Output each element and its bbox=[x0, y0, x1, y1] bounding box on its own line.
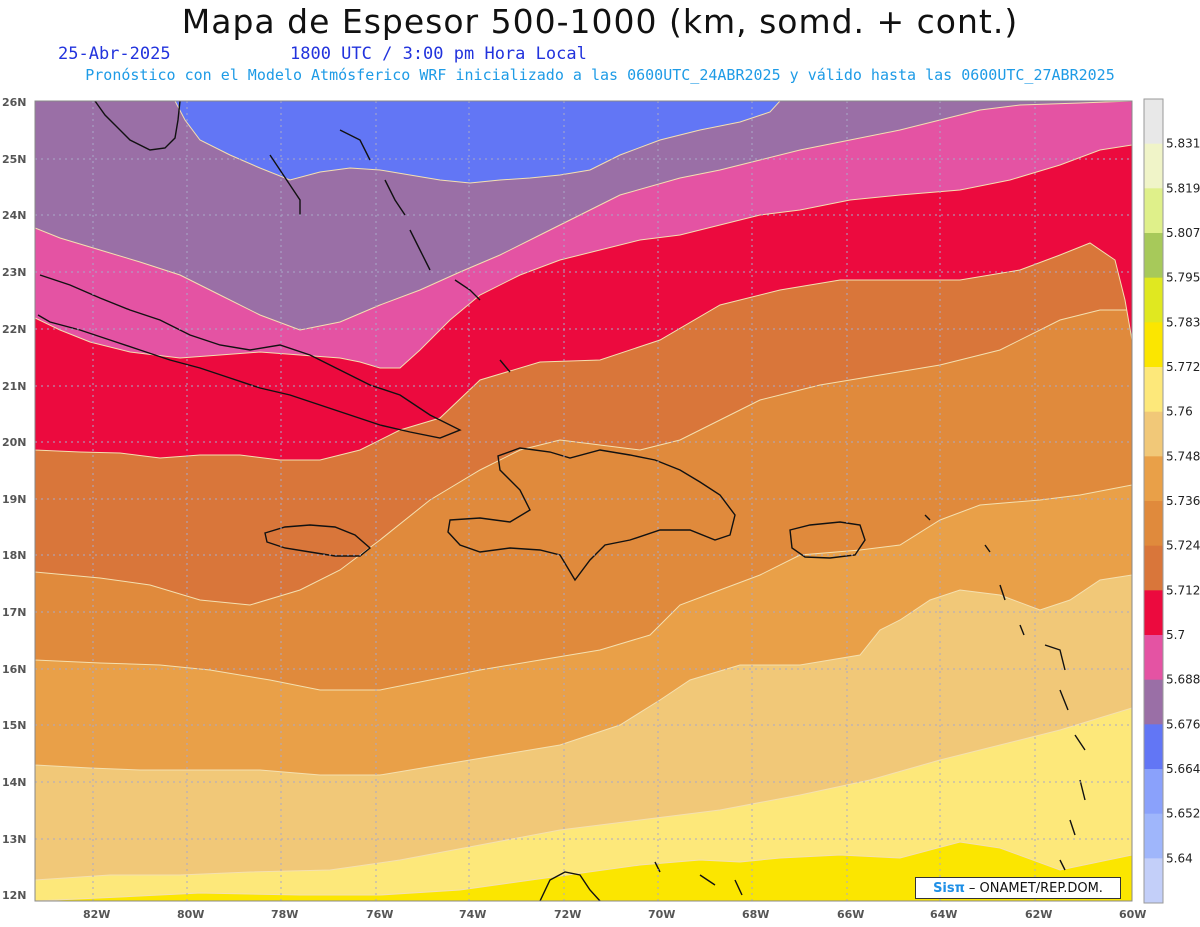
lon-label: 60W bbox=[1119, 908, 1146, 921]
colorbar-label: 5.772 bbox=[1166, 360, 1200, 374]
colorbar-label: 5.748 bbox=[1166, 449, 1200, 463]
colorbar-label: 5.64 bbox=[1166, 851, 1193, 865]
colorbar-label: 5.652 bbox=[1166, 807, 1200, 821]
bahamas-islands bbox=[269, 129, 511, 373]
colorbar-swatch bbox=[1144, 501, 1163, 547]
lat-label: 12N bbox=[2, 889, 27, 902]
lat-label: 23N bbox=[2, 266, 27, 279]
lat-label: 22N bbox=[2, 323, 27, 336]
lon-label: 76W bbox=[366, 908, 393, 921]
colorbar-swatch bbox=[1144, 188, 1163, 234]
colorbar-swatch bbox=[1144, 769, 1163, 815]
lon-label: 72W bbox=[554, 908, 581, 921]
lat-label: 26N bbox=[2, 96, 27, 109]
lat-label: 25N bbox=[2, 153, 27, 166]
colorbar-swatch bbox=[1144, 322, 1163, 368]
lat-label: 17N bbox=[2, 606, 27, 619]
colorbar-label: 5.676 bbox=[1166, 717, 1200, 731]
lat-label: 15N bbox=[2, 719, 27, 732]
lon-label: 78W bbox=[271, 908, 298, 921]
colorbar-label: 5.712 bbox=[1166, 583, 1200, 597]
lon-label: 62W bbox=[1025, 908, 1052, 921]
south-america-coast bbox=[539, 861, 743, 901]
colorbar-label: 5.664 bbox=[1166, 762, 1200, 776]
colorbar-label: 5.736 bbox=[1166, 494, 1200, 508]
cuba-coast bbox=[37, 274, 462, 439]
plot-frame bbox=[34, 100, 1133, 902]
lat-label: 14N bbox=[2, 776, 27, 789]
lon-label: 70W bbox=[648, 908, 675, 921]
colorbar-swatch bbox=[1144, 143, 1163, 189]
lat-label: 24N bbox=[2, 209, 27, 222]
colorbar-swatch bbox=[1144, 277, 1163, 323]
florida-coast bbox=[94, 101, 181, 151]
lat-label: 13N bbox=[2, 833, 27, 846]
lat-lon-grid bbox=[35, 101, 1132, 901]
colorbar-label: 5.819 bbox=[1166, 181, 1200, 195]
colorbar-frame bbox=[1143, 98, 1164, 904]
colorbar-label: 5.688 bbox=[1166, 673, 1200, 687]
colorbar-label: 5.724 bbox=[1166, 539, 1200, 553]
colorbar-label: 5.831 bbox=[1166, 137, 1200, 151]
colorbar-swatch bbox=[1144, 724, 1163, 770]
colorbar-swatch bbox=[1144, 367, 1163, 413]
colorbar-label: 5.795 bbox=[1166, 271, 1200, 285]
model-info: Pronóstico con el Modelo Atmósferico WRF… bbox=[85, 66, 1115, 84]
colorbar-swatch bbox=[1144, 590, 1163, 636]
lat-axis: 26N 25N 24N 23N 22N 21N 20N 19N 18N 17N … bbox=[2, 96, 27, 902]
lat-label: 16N bbox=[2, 663, 27, 676]
colorbar-swatch bbox=[1144, 679, 1163, 725]
lon-label: 66W bbox=[837, 908, 864, 921]
colorbar-swatch bbox=[1144, 411, 1163, 457]
lon-label: 82W bbox=[83, 908, 110, 921]
map-title: Mapa de Espesor 500-1000 (km, somd. + co… bbox=[181, 2, 1019, 41]
colorbar-swatch bbox=[1144, 456, 1163, 502]
lat-label: 21N bbox=[2, 380, 27, 393]
colorbar-label: 5.807 bbox=[1166, 226, 1200, 240]
colorbar-swatch bbox=[1144, 545, 1163, 591]
lon-axis: 82W 80W 78W 76W 74W 72W 70W 68W 66W 64W … bbox=[83, 908, 1146, 921]
colorbar-swatch bbox=[1144, 813, 1163, 859]
colorbar-label: 5.76 bbox=[1166, 405, 1193, 419]
credit-box: Sisπ – ONAMET/REP.DOM. bbox=[915, 877, 1121, 899]
lon-label: 80W bbox=[177, 908, 204, 921]
forecast-date: 25-Abr-2025 bbox=[58, 44, 171, 64]
colorbar-swatch bbox=[1144, 635, 1163, 681]
credit-text: – ONAMET/REP.DOM. bbox=[968, 880, 1103, 896]
colorbar-swatch bbox=[1144, 233, 1163, 279]
coastlines bbox=[37, 101, 1086, 901]
lat-label: 18N bbox=[2, 549, 27, 562]
lat-label: 20N bbox=[2, 436, 27, 449]
credit-brand: Sisπ bbox=[933, 880, 965, 896]
lon-label: 74W bbox=[459, 908, 486, 921]
colorbar-swatch bbox=[1144, 99, 1163, 145]
forecast-time: 1800 UTC / 3:00 pm Hora Local bbox=[290, 44, 587, 64]
colorbar-label: 5.783 bbox=[1166, 315, 1200, 329]
jamaica-coast bbox=[264, 524, 372, 557]
colorbar-swatch bbox=[1144, 858, 1163, 904]
colorbar: 5.831 5.819 5.807 5.795 5.783 5.772 5.76 5.748 5… bbox=[1143, 98, 1200, 904]
band-5664-fill bbox=[174, 101, 781, 184]
thickness-field bbox=[35, 101, 1132, 901]
colorbar-label: 5.7 bbox=[1166, 628, 1185, 642]
lon-label: 64W bbox=[930, 908, 957, 921]
lon-label: 68W bbox=[742, 908, 769, 921]
lat-label: 19N bbox=[2, 493, 27, 506]
hispaniola-coast bbox=[447, 447, 736, 582]
lesser-antilles bbox=[924, 514, 1086, 871]
puerto-rico-coast bbox=[789, 521, 866, 559]
